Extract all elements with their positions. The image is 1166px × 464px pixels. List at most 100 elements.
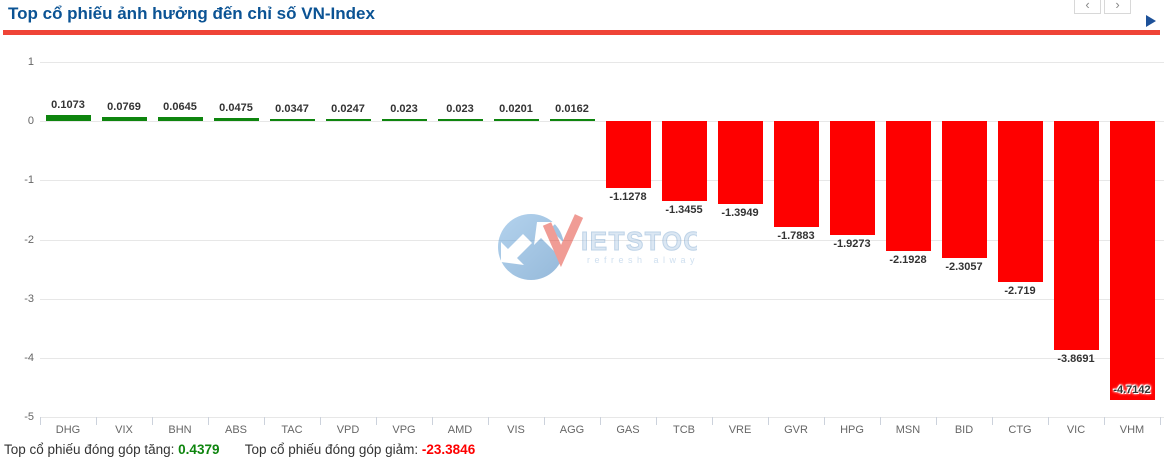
x-axis-tick xyxy=(600,417,601,425)
y-axis-label: -1 xyxy=(24,174,34,187)
vietstock-logo-icon: IETSTOCK refresh always xyxy=(498,214,723,280)
prev-chart-button[interactable]: ‹ xyxy=(1074,0,1101,14)
x-axis-label: VPG xyxy=(392,424,416,436)
gridline xyxy=(40,417,1164,418)
x-axis-label: ABS xyxy=(224,424,247,436)
x-axis-tick xyxy=(712,417,713,425)
chevron-right-icon: › xyxy=(1115,0,1120,12)
value-label: 0.0347 xyxy=(275,103,309,116)
bar-VPG[interactable] xyxy=(381,119,427,122)
x-axis-label: HPG xyxy=(840,424,864,436)
bar-BHN[interactable] xyxy=(157,117,203,122)
bar-VIS[interactable] xyxy=(493,119,539,122)
gridline xyxy=(40,180,1164,182)
gain-total-label: Top cổ phiếu đóng góp tăng: xyxy=(4,442,175,457)
panel-arrow-icon[interactable] xyxy=(1146,15,1156,27)
bar-VIX[interactable] xyxy=(101,116,147,122)
x-axis-tick xyxy=(40,417,41,425)
x-axis-tick xyxy=(656,417,657,425)
x-axis-label: GAS xyxy=(616,424,640,436)
bar-AMD[interactable] xyxy=(437,119,483,122)
value-label: -1.3949 xyxy=(721,206,759,219)
x-axis-label: TCB xyxy=(673,424,695,436)
value-label: 0.1073 xyxy=(51,98,85,111)
x-axis-tick xyxy=(320,417,321,425)
value-label: -1.7883 xyxy=(777,229,815,242)
loss-total-value: -23.3846 xyxy=(421,442,476,457)
y-axis-label: -4 xyxy=(24,351,34,364)
x-axis-label: MSN xyxy=(895,424,921,436)
x-axis-label: AMD xyxy=(447,424,473,436)
summary-bar: Top cổ phiếu đóng góp tăng: 0.4379 Top c… xyxy=(4,442,475,457)
x-axis-tick xyxy=(488,417,489,425)
x-axis-label: VIS xyxy=(507,424,525,436)
y-axis-label: -2 xyxy=(24,233,34,246)
x-axis-tick xyxy=(768,417,769,425)
gain-total-value: 0.4379 xyxy=(178,442,220,457)
y-axis-label: 1 xyxy=(27,56,34,68)
bar-HPG[interactable] xyxy=(829,121,875,236)
bar-TAC[interactable] xyxy=(269,119,315,122)
bar-GAS[interactable] xyxy=(605,121,651,188)
x-axis-tick xyxy=(432,417,433,425)
gridline xyxy=(40,298,1164,300)
value-label: 0.0645 xyxy=(163,101,197,114)
value-label: 0.023 xyxy=(390,103,418,116)
x-axis-label: VIC xyxy=(1066,424,1086,436)
x-axis-label: BID xyxy=(954,424,974,436)
loss-total-label: Top cổ phiếu đóng góp giảm: xyxy=(244,442,419,457)
x-axis-label: BHN xyxy=(168,424,192,436)
x-axis-tick xyxy=(1104,417,1105,425)
bar-VRE[interactable] xyxy=(717,121,763,204)
x-axis-tick xyxy=(880,417,881,425)
y-axis-label: -3 xyxy=(24,292,34,305)
bar-VHM[interactable] xyxy=(1109,121,1155,401)
value-label: 0.0769 xyxy=(107,100,141,113)
x-axis-label: TAC xyxy=(281,424,303,436)
x-axis-tick xyxy=(992,417,993,425)
x-axis-tick xyxy=(152,417,153,425)
bar-TCB[interactable] xyxy=(661,121,707,201)
x-axis-tick xyxy=(544,417,545,425)
value-label: -1.9273 xyxy=(833,238,871,251)
bar-VIC[interactable] xyxy=(1053,121,1099,351)
globe-icon xyxy=(498,214,564,280)
bar-GVR[interactable] xyxy=(773,121,819,227)
x-axis-tick xyxy=(208,417,209,425)
bar-MSN[interactable] xyxy=(885,121,931,251)
x-axis-label: VPD xyxy=(336,424,360,436)
gridline xyxy=(40,121,1164,123)
value-label: 0.023 xyxy=(446,103,474,116)
x-axis-label: DHG xyxy=(55,424,81,436)
next-chart-button[interactable]: › xyxy=(1104,0,1131,14)
x-axis-label: AGG xyxy=(559,424,585,436)
value-label: 0.0162 xyxy=(555,103,589,116)
x-axis-label: CTG xyxy=(1008,424,1032,436)
x-axis-tick xyxy=(824,417,825,425)
chevron-left-icon: ‹ xyxy=(1085,0,1090,12)
x-axis-tick xyxy=(96,417,97,425)
bar-CTG[interactable] xyxy=(997,121,1043,283)
y-axis-label: 0 xyxy=(27,115,34,128)
value-label: -1.3455 xyxy=(665,203,703,216)
value-label: -2.1928 xyxy=(889,253,927,266)
value-label: 0.0247 xyxy=(331,103,365,116)
bar-DHG[interactable] xyxy=(45,114,91,122)
page-title: Top cổ phiếu ảnh hưởng đến chỉ số VN-Ind… xyxy=(8,4,375,23)
value-label: -2.3057 xyxy=(945,260,983,273)
bar-VPD[interactable] xyxy=(325,119,371,122)
gridline xyxy=(40,239,1164,241)
bar-ABS[interactable] xyxy=(213,118,259,122)
bar-AGG[interactable] xyxy=(549,119,595,122)
value-label: -3.8691 xyxy=(1057,353,1095,366)
arrow-down-right-icon xyxy=(534,222,565,253)
watermark-brand-text: IETSTOCK xyxy=(581,226,697,256)
bar-BID[interactable] xyxy=(941,121,987,258)
y-axis-label: -5 xyxy=(24,411,34,423)
x-axis-tick xyxy=(264,417,265,425)
value-label: 0.0475 xyxy=(219,102,253,115)
x-axis-label: VHM xyxy=(1119,424,1145,436)
logo-v-stroke xyxy=(542,214,584,268)
vietstock-watermark: IETSTOCK refresh always xyxy=(487,210,723,290)
